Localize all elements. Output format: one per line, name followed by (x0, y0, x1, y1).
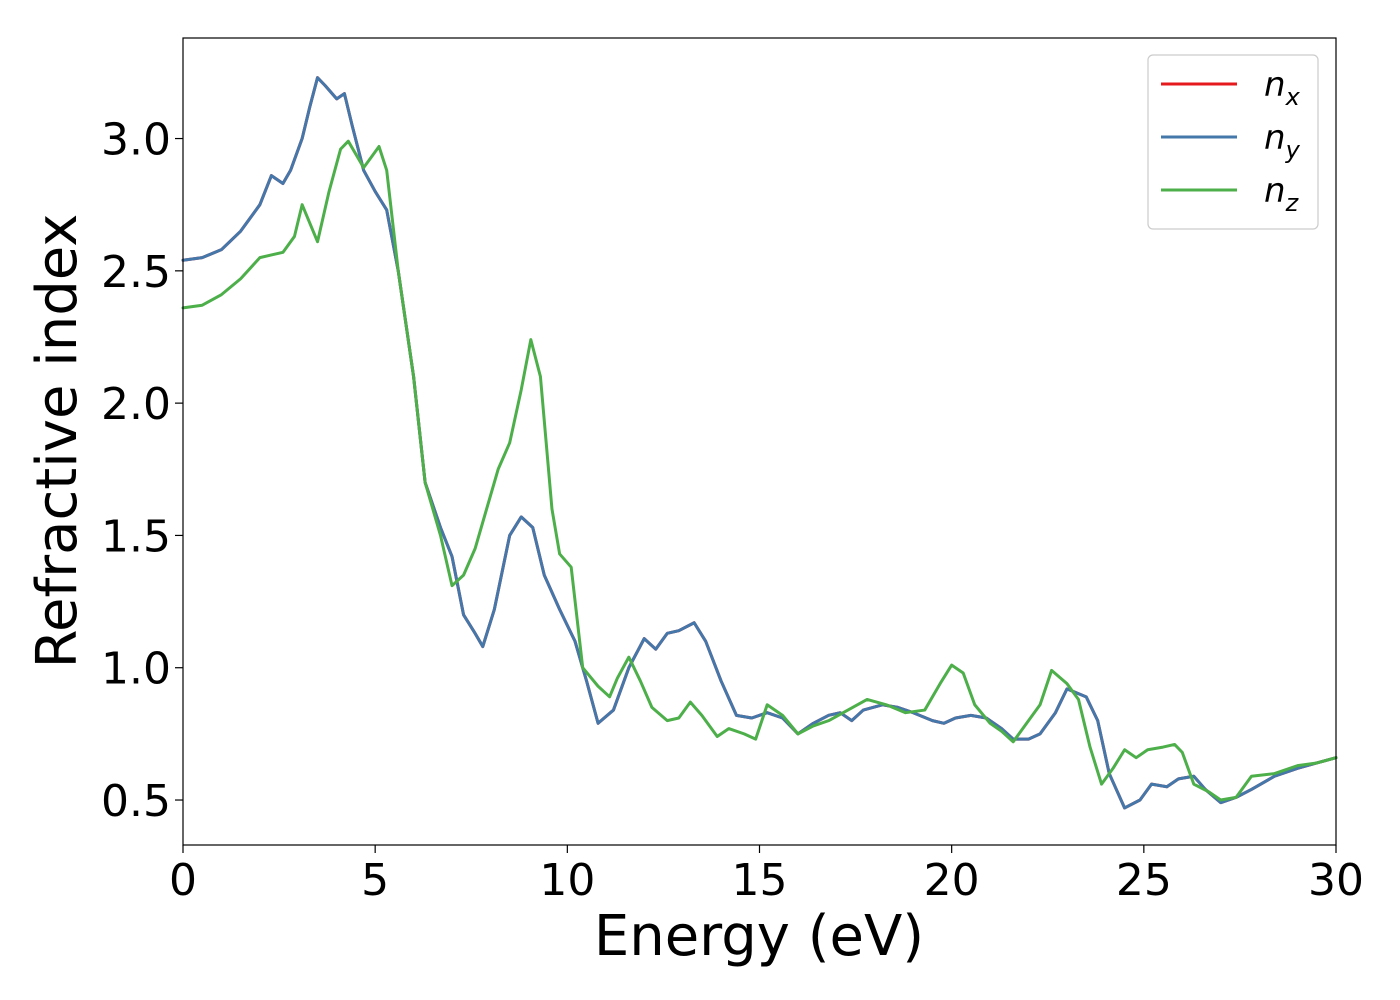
x-tick-label: 0 (169, 855, 197, 906)
legend-label-z: nz (1264, 171, 1300, 217)
legend-label-y: ny (1264, 118, 1301, 164)
x-axis-title: Energy (eV) (594, 904, 924, 969)
x-axis: 0 5 10 15 20 25 30 (169, 845, 1364, 906)
y-axis-title: Refractive index (25, 214, 90, 669)
series-layer (181, 76, 1338, 810)
x-tick-label: 15 (732, 855, 788, 906)
legend: nx ny nz (1147, 54, 1319, 230)
y-axis: 0.5 1.0 1.5 2.0 2.5 3.0 (101, 115, 183, 827)
series-line-z (181, 139, 1338, 802)
y-tick-label: 2.0 (101, 379, 171, 430)
y-tick-label: 2.5 (101, 247, 171, 298)
x-tick-label: 25 (1116, 855, 1172, 906)
y-tick-label: 1.5 (101, 511, 171, 562)
legend-frame (1147, 54, 1319, 230)
x-tick-label: 20 (924, 855, 980, 906)
x-tick-label: 30 (1308, 855, 1364, 906)
y-tick-label: 3.0 (101, 115, 171, 166)
y-tick-label: 1.0 (101, 644, 171, 695)
y-tick-label: 0.5 (101, 776, 171, 827)
x-tick-label: 5 (361, 855, 389, 906)
legend-label-x: nx (1264, 65, 1301, 111)
x-tick-label: 10 (539, 855, 595, 906)
